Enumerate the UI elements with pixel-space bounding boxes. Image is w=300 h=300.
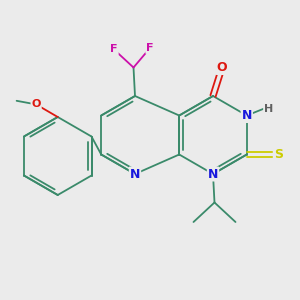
Text: N: N	[208, 167, 218, 181]
Text: N: N	[130, 167, 140, 181]
Text: S: S	[274, 148, 283, 161]
Text: H: H	[264, 104, 273, 114]
Text: N: N	[242, 109, 252, 122]
Text: F: F	[146, 43, 154, 53]
Text: O: O	[32, 99, 41, 110]
Text: F: F	[110, 44, 118, 55]
Text: O: O	[217, 61, 227, 74]
